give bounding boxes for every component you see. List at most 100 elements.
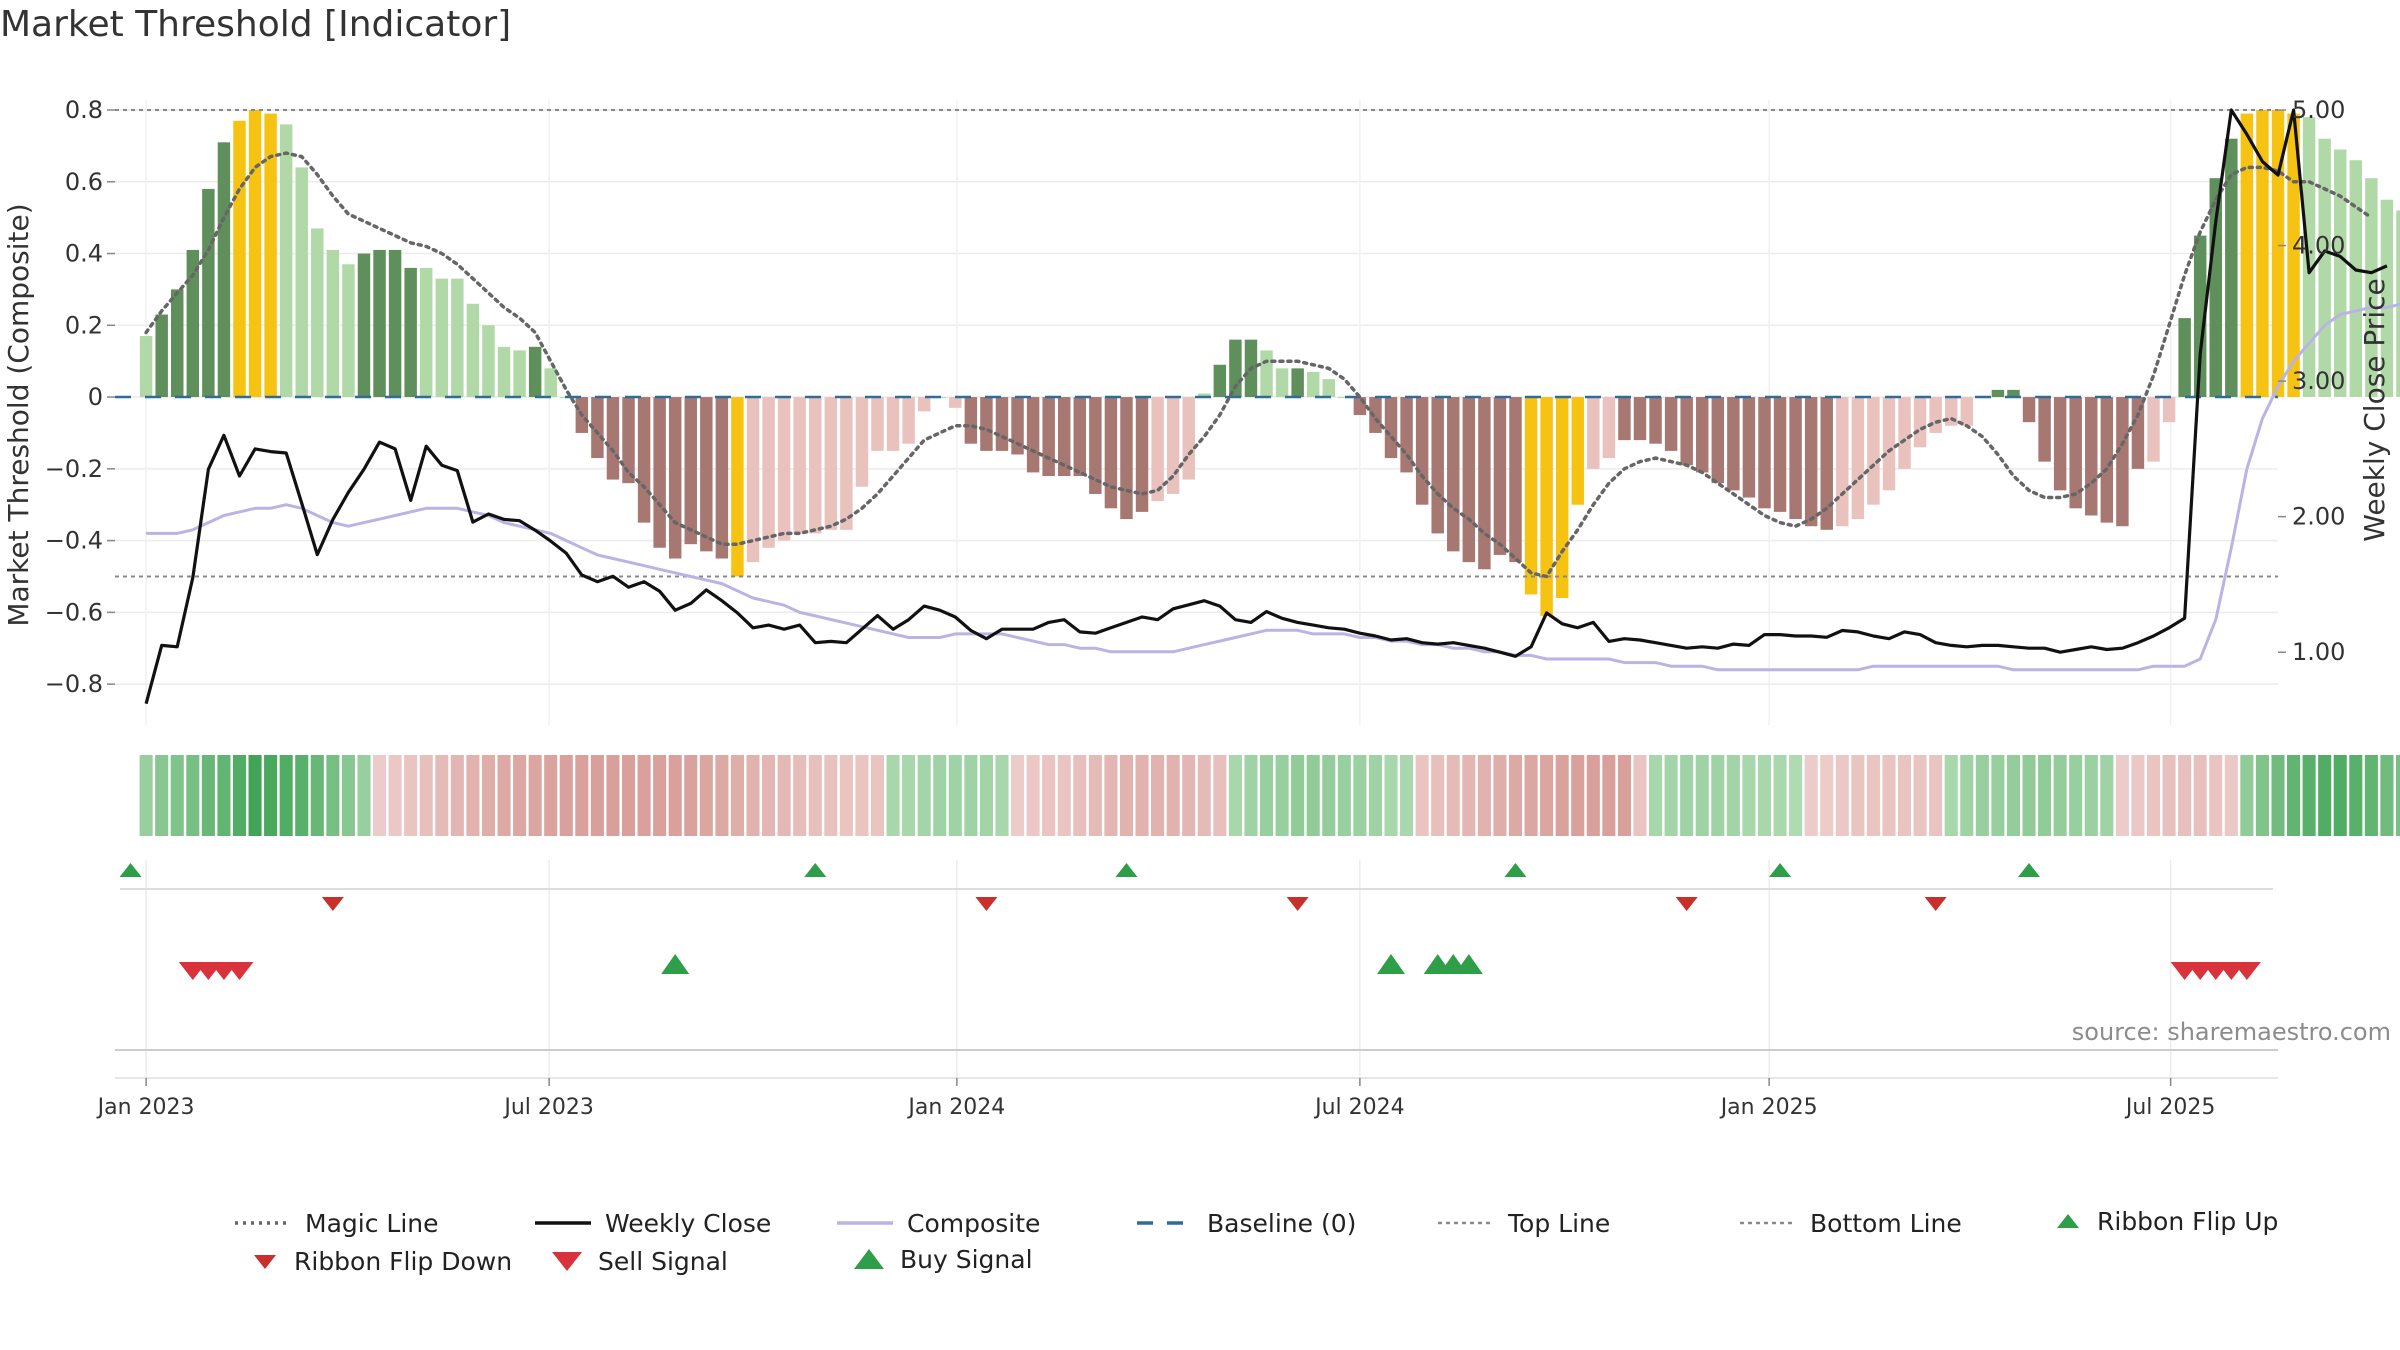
ribbon-cell xyxy=(2224,755,2238,836)
composite-bar xyxy=(2209,178,2222,398)
legend: Magic Line Weekly Close Composite Baseli… xyxy=(230,1205,2310,1285)
composite-bar xyxy=(2053,397,2067,491)
ribbon-cell xyxy=(1166,755,1180,836)
composite-bar xyxy=(840,397,853,530)
composite-bar xyxy=(544,368,557,398)
ribbon-cell xyxy=(1104,755,1118,836)
ribbon-cell xyxy=(1757,755,1772,836)
ribbon-cell xyxy=(466,755,480,836)
ribbon-cell xyxy=(2302,755,2316,836)
ribbon-cell xyxy=(1726,755,1740,836)
ribbon-cell xyxy=(762,755,776,836)
triangle-down-icon xyxy=(552,1252,582,1271)
ribbon-cell xyxy=(1244,755,1258,836)
ribbon-flip-down-marker xyxy=(975,897,998,911)
ribbon-cell xyxy=(1088,755,1102,836)
composite-bar xyxy=(528,346,542,398)
ribbon-cell xyxy=(2069,755,2083,836)
y-tick-label-right: 2.00 xyxy=(2292,503,2345,531)
composite-bar xyxy=(886,397,900,451)
ribbon-cell xyxy=(575,755,589,836)
buy-signal-marker xyxy=(1454,954,1483,974)
legend-swatch-magic-line xyxy=(235,1221,291,1225)
composite-bar xyxy=(1338,397,1351,399)
ribbon-cell xyxy=(2333,755,2347,836)
composite-bar xyxy=(1867,397,1880,505)
weekly-close-line xyxy=(144,108,2388,705)
legend-swatch-baseline xyxy=(1137,1221,1193,1225)
ribbon-cell xyxy=(186,755,200,836)
composite-bar xyxy=(186,249,200,398)
legend-label-bottom-line: Bottom Line xyxy=(1810,1208,1962,1238)
source-credit: source: sharemaestro.com xyxy=(2071,1018,2391,1046)
composite-bar xyxy=(1540,397,1553,616)
composite-bar xyxy=(700,397,713,552)
composite-bar xyxy=(264,113,277,398)
ribbon-cell xyxy=(1011,755,1025,836)
y-tick-label-left: 0.6 xyxy=(65,168,103,196)
legend-label-sell-signal: Sell Signal xyxy=(598,1246,728,1276)
ribbon-cell xyxy=(1602,755,1616,836)
ribbon-cell xyxy=(295,755,309,836)
ribbon-cell xyxy=(793,755,807,836)
ribbon-cell xyxy=(2146,755,2161,836)
ribbon-cell xyxy=(746,755,760,836)
composite-bar xyxy=(2240,113,2254,398)
composite-bar xyxy=(1011,397,1024,455)
composite-bar xyxy=(762,397,775,548)
ribbon-cell xyxy=(668,755,682,836)
composite-bar xyxy=(1151,397,1164,502)
ribbon-cell xyxy=(1851,755,1865,836)
ribbon-cell xyxy=(326,755,340,836)
ribbon-cell xyxy=(1306,755,1320,836)
composite-bar xyxy=(2085,397,2098,516)
composite-bar xyxy=(1680,397,1693,466)
ribbon-cell xyxy=(310,755,324,836)
legend-item-buy-signal: Buy Signal xyxy=(852,1241,1033,1277)
composite-bar xyxy=(1789,397,1802,520)
ribbon-cell xyxy=(1882,755,1896,836)
composite-bar xyxy=(637,397,651,523)
ribbon-cell xyxy=(1353,755,1367,836)
ribbon-cell xyxy=(808,755,822,836)
ribbon-cell xyxy=(2349,755,2363,836)
triangle-up-icon xyxy=(2057,1214,2079,1228)
composite-bar xyxy=(1089,397,1102,494)
ribbon-cell xyxy=(1462,755,1476,836)
ribbon-cell xyxy=(217,755,231,836)
composite-bar xyxy=(777,397,791,541)
composite-bar xyxy=(326,249,340,398)
composite-bar xyxy=(746,397,760,563)
ribbon-cell xyxy=(1897,755,1912,836)
ribbon-cell xyxy=(1804,755,1818,836)
ribbon-cell xyxy=(1026,755,1040,836)
ribbon-cell xyxy=(948,755,962,836)
composite-bar xyxy=(715,397,729,559)
composite-bar xyxy=(1991,389,2005,398)
chart-title: Market Threshold [Indicator] xyxy=(0,4,512,45)
legend-item-top-line: Top Line xyxy=(1438,1205,1610,1241)
composite-bar xyxy=(1913,397,1927,448)
ribbon-cell xyxy=(1866,755,1880,836)
y-axis-title-left: Market Threshold (Composite) xyxy=(2,203,35,626)
composite-bar xyxy=(1198,393,1211,398)
ribbon-cell xyxy=(513,755,527,836)
ribbon-cell xyxy=(1680,755,1694,836)
ribbon-cell xyxy=(1524,755,1538,836)
ribbon-cell xyxy=(606,755,620,836)
ribbon-cell xyxy=(2271,755,2285,836)
composite-bar xyxy=(1851,397,1865,520)
legend-item-sell-signal: Sell Signal xyxy=(550,1243,728,1279)
ribbon-cell xyxy=(995,755,1009,836)
composite-bar xyxy=(482,325,495,398)
ribbon-cell xyxy=(902,755,916,836)
ribbon-cell xyxy=(170,755,184,836)
ribbon-cell xyxy=(730,755,744,836)
ribbon-cell xyxy=(404,755,418,836)
y-axis-title-right: Weekly Close Price xyxy=(2358,278,2391,541)
ribbon-cell xyxy=(248,755,262,836)
ribbon-cell xyxy=(2209,755,2223,836)
composite-bar xyxy=(451,278,464,398)
composite-bar xyxy=(497,346,511,398)
